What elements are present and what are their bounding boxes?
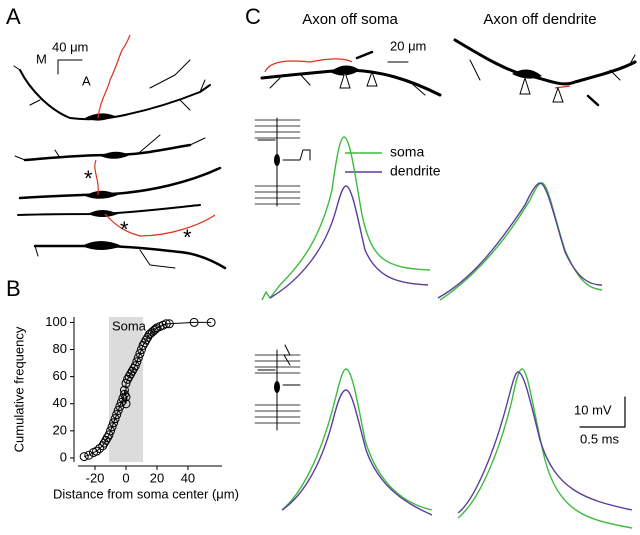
scale-bar: [57, 59, 83, 75]
data-point: [106, 426, 116, 436]
dendrite-trace: [457, 371, 633, 514]
legend-label: dendrite: [390, 163, 441, 179]
data-point: [121, 392, 131, 402]
scale-label: 40 μm: [52, 39, 88, 54]
neurons: [13, 34, 227, 270]
data-point: [127, 366, 137, 376]
asterisk: *: [183, 225, 192, 250]
data-point: [149, 326, 159, 336]
x-tick-label: 0: [122, 470, 129, 485]
data-point: [99, 438, 109, 448]
data-point: [112, 410, 122, 420]
dendrite-trace: [269, 185, 429, 299]
scale-label: 20 μm: [390, 38, 426, 53]
panel-label: C: [245, 4, 261, 29]
data-point: [161, 319, 171, 329]
data-point: [189, 317, 199, 327]
data-point: [138, 340, 148, 350]
data-point: [84, 450, 94, 460]
scale-bar: [579, 396, 626, 428]
data-point: [116, 397, 126, 407]
orientation-label: A: [82, 73, 91, 88]
asterisk: *: [120, 217, 129, 242]
x-tick-label: 20: [150, 470, 164, 485]
data-point: [107, 422, 117, 432]
data-point: [104, 430, 114, 440]
y-tick-label: 20: [53, 422, 67, 437]
y-tick-label: 60: [53, 368, 67, 383]
panel-label: A: [6, 4, 21, 29]
y-axis-label: Cumulative frequency: [11, 326, 26, 452]
column-title: Axon off dendrite: [483, 11, 596, 28]
data-point: [135, 349, 145, 359]
data-point: [150, 324, 160, 334]
panel-label: B: [6, 276, 21, 301]
data-point: [110, 414, 120, 424]
y-tick-label: 100: [45, 314, 67, 329]
data-point: [79, 452, 89, 462]
asterisk: *: [84, 166, 93, 191]
data-point: [101, 435, 111, 445]
orientation-label: M: [36, 51, 47, 66]
data-point: [132, 357, 142, 367]
data-point: [95, 443, 105, 453]
data-point: [140, 338, 150, 348]
dendrite-trace: [281, 389, 433, 516]
y-tick-label: 0: [60, 449, 67, 464]
data-point: [123, 374, 133, 384]
data-point: [141, 335, 151, 345]
soma-trace: [261, 136, 431, 301]
dendrite-trace: [437, 182, 603, 299]
data-point: [92, 446, 102, 456]
data-point: [126, 369, 136, 379]
data-point: [130, 361, 140, 371]
x-tick-label: -20: [86, 470, 105, 485]
legend-label: soma: [390, 144, 424, 160]
data-point: [119, 385, 129, 395]
legend: soma dendrite: [345, 144, 441, 179]
data-point: [115, 401, 125, 411]
data-point: [119, 389, 129, 399]
morphology: [260, 38, 637, 107]
stimulation-diagrams: [254, 117, 311, 431]
data-point: [109, 418, 119, 428]
data-point: [98, 441, 108, 451]
x-tick-label: 40: [181, 470, 195, 485]
scale-label: 0.5 ms: [580, 431, 620, 446]
y-tick-label: 80: [53, 341, 67, 356]
column-title: Axon off soma: [302, 11, 398, 28]
soma-trace: [281, 368, 433, 511]
y-tick-label: 40: [53, 395, 67, 410]
data-point: [164, 319, 174, 329]
region-label: Soma: [112, 318, 147, 333]
data-point: [133, 353, 143, 363]
data-point: [121, 399, 131, 409]
data-point: [206, 317, 216, 327]
data-point: [124, 372, 134, 382]
soma-trace: [439, 182, 603, 301]
soma-trace: [457, 368, 633, 529]
data-point: [113, 406, 123, 416]
x-axis-label: Distance from soma center (μm): [53, 486, 239, 501]
scale-label: 10 mV: [574, 402, 612, 417]
